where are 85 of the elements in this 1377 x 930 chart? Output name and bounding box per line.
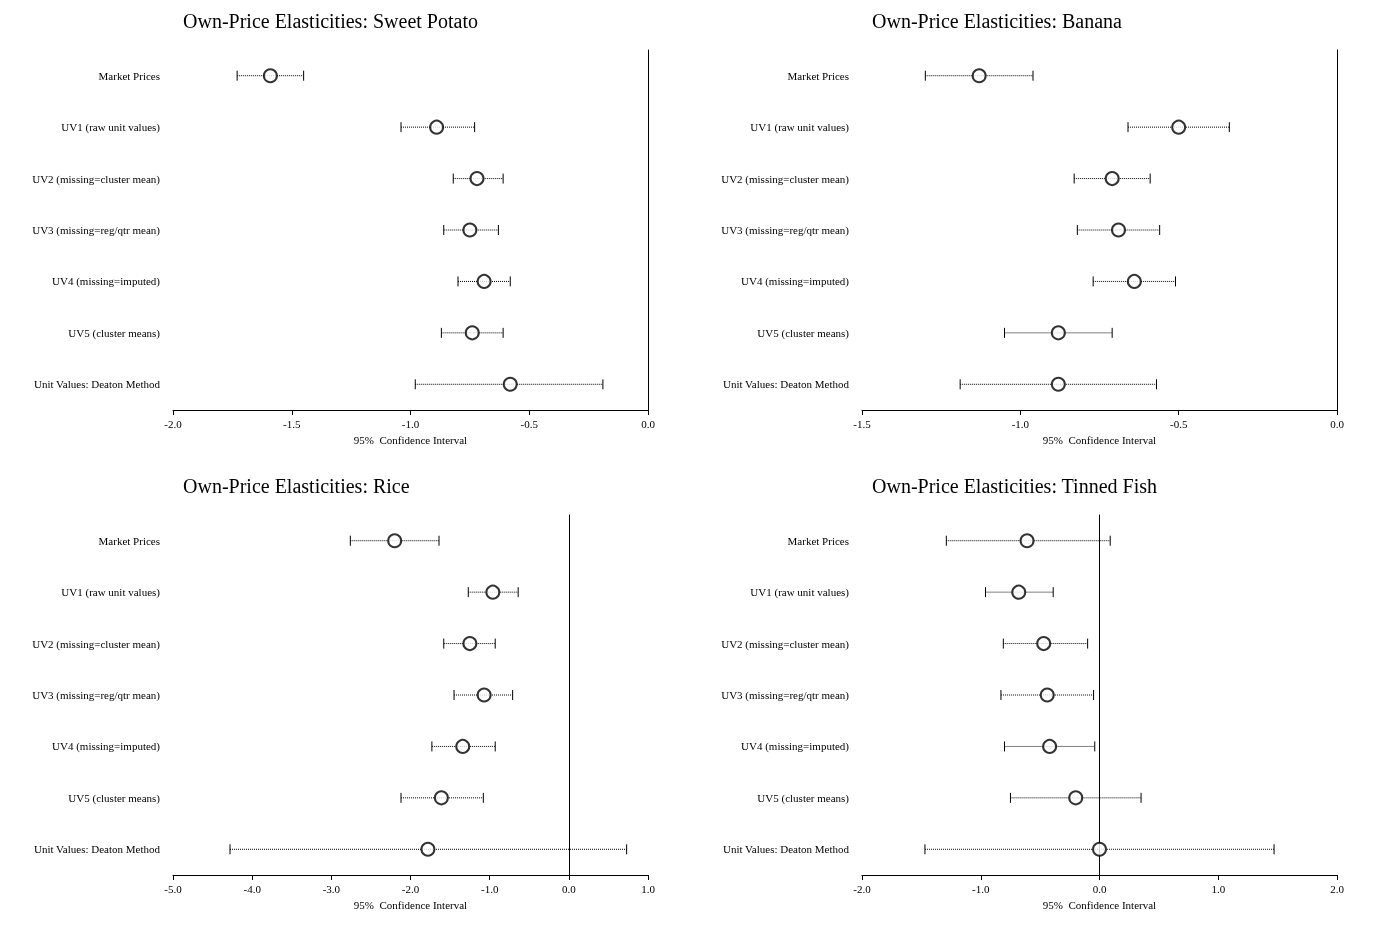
chart-title: Own-Price Elasticities: Sweet Potato <box>183 10 478 32</box>
point <box>1126 273 1142 289</box>
y-tick-label: Market Prices <box>98 534 160 547</box>
y-tick-label: UV5 (cluster means) <box>757 791 850 805</box>
point <box>1042 738 1058 754</box>
x-tick-label: -1.0 <box>480 882 499 895</box>
point <box>1011 584 1027 600</box>
y-tick-label: UV2 (missing=cluster mean) <box>721 637 850 651</box>
x-tick-label: -1.0 <box>972 882 990 895</box>
point <box>429 119 445 135</box>
point <box>1068 790 1084 806</box>
y-tick-label: UV3 (missing=reg/qtr mean) <box>721 689 850 702</box>
x-tick-label: 0.0 <box>1330 417 1345 430</box>
x-tick-label: 1.0 <box>1211 882 1226 895</box>
point <box>469 171 485 187</box>
y-tick-label: UV2 (missing=cluster mean) <box>721 172 850 186</box>
y-tick-label: UV4 (missing=imputed) <box>741 275 850 289</box>
x-tick-label: 0.0 <box>561 882 577 895</box>
point <box>971 68 987 84</box>
x-tick-label: -2.0 <box>164 417 183 430</box>
y-tick-label: UV5 (cluster means) <box>757 326 850 340</box>
x-tick-label: -3.0 <box>322 882 341 895</box>
point <box>1104 171 1120 187</box>
y-tick-label: UV1 (raw unit values) <box>750 121 850 135</box>
y-tick-label: UV5 (cluster means) <box>68 791 161 805</box>
point <box>464 325 480 341</box>
point <box>387 533 403 549</box>
chart-title: Own-Price Elasticities: Banana <box>872 10 1123 32</box>
x-tick-label: -0.5 <box>1169 417 1188 430</box>
x-tick-label: -1.0 <box>401 417 420 430</box>
y-tick-label: UV2 (missing=cluster mean) <box>32 637 161 651</box>
x-tick-label: -2.0 <box>401 882 420 895</box>
point <box>455 738 471 754</box>
x-tick-label: -1.5 <box>853 417 872 430</box>
point <box>462 636 478 652</box>
chart-title: Own-Price Elasticities: Tinned Fish <box>872 475 1157 497</box>
x-axis-title: 95% Confidence Interval <box>353 898 468 911</box>
point <box>1171 119 1187 135</box>
y-tick-label: UV3 (missing=reg/qtr mean) <box>32 689 161 702</box>
y-tick-label: UV4 (missing=imputed) <box>741 740 850 754</box>
x-tick-label: -1.0 <box>1011 417 1030 430</box>
x-tick-label: -5.0 <box>164 882 183 895</box>
point <box>262 68 278 84</box>
y-tick-label: UV5 (cluster means) <box>68 326 161 340</box>
x-tick-label: -0.5 <box>520 417 539 430</box>
y-tick-label: Market Prices <box>787 534 849 547</box>
y-tick-label: UV1 (raw unit values) <box>61 586 161 600</box>
y-tick-label: UV1 (raw unit values) <box>61 121 161 135</box>
point <box>1050 325 1066 341</box>
x-tick-label: -4.0 <box>243 882 262 895</box>
chart-title: Own-Price Elasticities: Rice <box>183 475 410 497</box>
point <box>1111 222 1126 238</box>
point <box>502 376 518 392</box>
point <box>1039 687 1055 703</box>
x-axis-title: 95% Confidence Interval <box>353 433 468 446</box>
y-tick-label: Unit Values: Deaton Method <box>723 378 850 391</box>
x-tick-label: 1.0 <box>641 882 656 895</box>
point <box>1050 376 1066 392</box>
point <box>433 790 449 806</box>
point <box>1036 636 1052 652</box>
x-axis-title: 95% Confidence Interval <box>1042 433 1157 446</box>
y-tick-label: Unit Values: Deaton Method <box>34 378 161 391</box>
y-tick-label: UV3 (missing=reg/qtr mean) <box>721 224 850 237</box>
x-tick-label: 0.0 <box>1092 882 1107 895</box>
point <box>1019 533 1035 549</box>
point <box>485 584 501 600</box>
x-tick-label: 0.0 <box>641 417 656 430</box>
y-tick-label: UV2 (missing=cluster mean) <box>32 172 161 186</box>
x-tick-label: -1.5 <box>283 417 301 430</box>
y-tick-label: UV4 (missing=imputed) <box>52 740 161 754</box>
y-tick-label: UV3 (missing=reg/qtr mean) <box>32 224 161 237</box>
y-tick-label: Market Prices <box>98 69 160 82</box>
y-tick-label: Unit Values: Deaton Method <box>723 843 850 856</box>
x-axis-title: 95% Confidence Interval <box>1042 898 1157 911</box>
x-tick-label: 2.0 <box>1330 882 1345 895</box>
point <box>462 222 478 238</box>
point <box>420 841 436 857</box>
y-tick-label: Unit Values: Deaton Method <box>34 843 161 856</box>
y-tick-label: Market Prices <box>787 69 849 82</box>
x-tick-label: -2.0 <box>853 882 872 895</box>
y-tick-label: UV1 (raw unit values) <box>750 586 850 600</box>
y-tick-label: UV4 (missing=imputed) <box>52 275 161 289</box>
point <box>476 273 492 289</box>
point <box>1092 841 1107 857</box>
point <box>476 687 492 703</box>
